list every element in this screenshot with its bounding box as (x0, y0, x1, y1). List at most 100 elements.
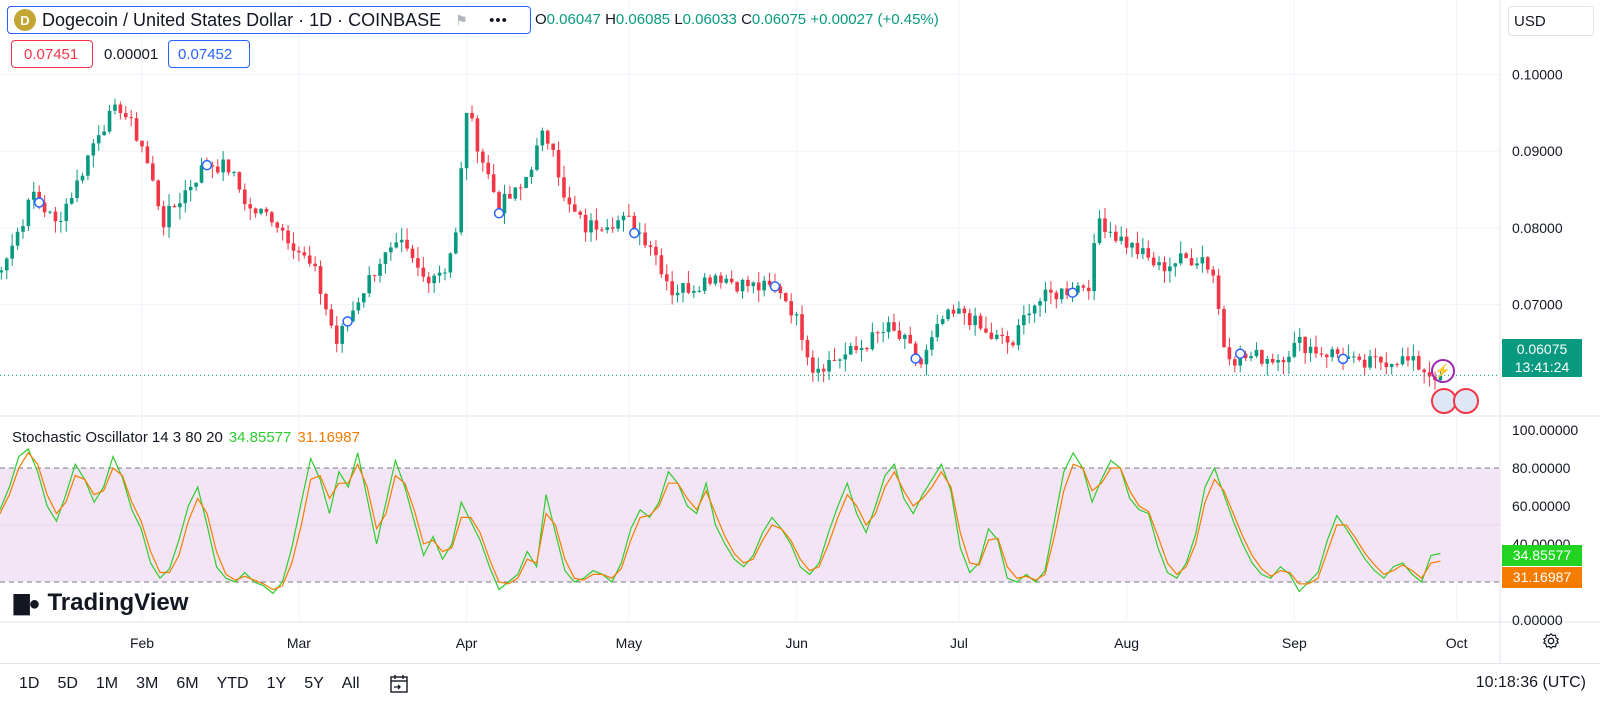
candle-body (464, 112, 469, 169)
candle-body (675, 292, 680, 296)
candle-body (340, 326, 344, 344)
candle-body (156, 180, 161, 207)
buy-button[interactable]: 0.07452 (168, 40, 250, 68)
candle-body (215, 166, 220, 173)
candle-body (194, 182, 198, 187)
candle-body (903, 334, 907, 339)
candle-body (432, 275, 436, 284)
d-value: 31.16987 (297, 429, 360, 446)
gear-icon[interactable] (1542, 632, 1560, 650)
candle-body (297, 250, 301, 253)
chart-canvas[interactable]: 0.10000 0.09000 0.08000 0.07000 Feb Mar Apr May… (0, 0, 1600, 663)
candle-body (811, 357, 815, 373)
candle-body (686, 283, 691, 293)
candle-body (502, 193, 507, 214)
currency-select[interactable]: USD (1508, 6, 1594, 36)
candle-body (91, 143, 96, 156)
candle-body (529, 169, 534, 177)
stochastic-legend[interactable]: Stochastic Oscillator 14 3 80 20 34.85577 3… (12, 429, 360, 446)
range-6m-button[interactable]: 6M (176, 674, 199, 692)
flag-icon[interactable]: ⚑ (455, 12, 468, 28)
candle-body (1384, 362, 1389, 368)
candle-body (713, 275, 718, 284)
candle-body (816, 368, 821, 373)
candle-body (80, 175, 85, 181)
range-1d-button[interactable]: 1D (19, 674, 40, 692)
candle-body (1287, 356, 1291, 363)
candle-body (1043, 289, 1048, 302)
candle-body (892, 322, 896, 331)
time-axis-tick: Sep (1282, 635, 1307, 651)
candle-body (1114, 231, 1118, 241)
k-value: 34.85577 (228, 429, 292, 446)
time-axis-tick: May (616, 635, 642, 651)
candle-body (951, 309, 956, 314)
candle-body (237, 172, 242, 190)
candle-body (865, 347, 869, 350)
range-3m-button[interactable]: 3M (136, 674, 159, 692)
candle-body (253, 208, 258, 214)
k-value-badge: 34.85577 (1502, 545, 1582, 566)
candle-body (1346, 356, 1351, 359)
candle-body (616, 220, 620, 229)
range-5d-button[interactable]: 5D (57, 674, 78, 692)
candle-body (1151, 257, 1156, 266)
more-icon[interactable]: ••• (489, 11, 508, 29)
candle-body (805, 339, 810, 358)
candle-body (1249, 356, 1253, 359)
symbol-header[interactable]: D Dogecoin / United States Dollar · 1D ·… (7, 6, 531, 34)
candle-body (610, 227, 615, 229)
time-axis-tick: Jul (950, 635, 968, 651)
candle-body (1319, 353, 1324, 355)
candle-body (935, 323, 940, 338)
candle-body (994, 334, 999, 339)
candle-body (1157, 262, 1161, 266)
stochastic-name: Stochastic Oscillator (12, 429, 148, 446)
candle-body (778, 286, 783, 294)
candle-body (724, 278, 729, 283)
candle-body (767, 280, 772, 285)
candle-body (973, 315, 977, 326)
candle-body (367, 275, 372, 294)
change-value: +0.00027 (+0.45%) (810, 11, 939, 28)
candle-body (1022, 315, 1026, 326)
candle-body (1146, 248, 1151, 258)
sell-button[interactable]: 0.07451 (11, 40, 93, 68)
candle-body (329, 309, 334, 326)
low-value: 0.06033 (682, 11, 737, 28)
candle-body (491, 174, 496, 193)
candle-body (1119, 236, 1124, 241)
candle-body (259, 208, 263, 214)
candle-body (356, 302, 361, 311)
candle-body (989, 332, 994, 339)
candle-body (96, 135, 101, 144)
range-ytd-button[interactable]: YTD (216, 674, 249, 692)
us-flag-icon[interactable] (1453, 388, 1479, 414)
candle-body (242, 189, 247, 205)
range-5y-button[interactable]: 5Y (304, 674, 324, 692)
candle-body (1086, 287, 1091, 292)
lightning-icon[interactable]: ⚡ (1431, 359, 1455, 383)
range-1y-button[interactable]: 1Y (266, 674, 287, 692)
candle-body (946, 309, 950, 320)
candle-body (719, 275, 723, 283)
candle-body (453, 232, 458, 254)
candle-body (735, 282, 739, 292)
candle-body (1135, 242, 1140, 255)
candle-body (1000, 334, 1004, 337)
range-all-button[interactable]: All (341, 674, 360, 692)
candle-body (919, 358, 923, 365)
candle-body (978, 315, 983, 329)
dividend-event-marker (342, 316, 353, 327)
candle-body (875, 332, 880, 334)
candle-body (1422, 369, 1426, 373)
candle-body (1243, 353, 1248, 359)
candle-body (140, 140, 144, 147)
calendar-goto-icon[interactable] (388, 673, 410, 695)
range-1m-button[interactable]: 1M (95, 674, 119, 692)
stochastic-axis-tick: 0.00000 (1512, 612, 1563, 628)
candle-body (351, 310, 355, 322)
tradingview-logo[interactable]: ▇● TradingView (14, 589, 188, 617)
price-axis-tick: 0.07000 (1512, 297, 1563, 313)
candle-body (394, 242, 399, 248)
